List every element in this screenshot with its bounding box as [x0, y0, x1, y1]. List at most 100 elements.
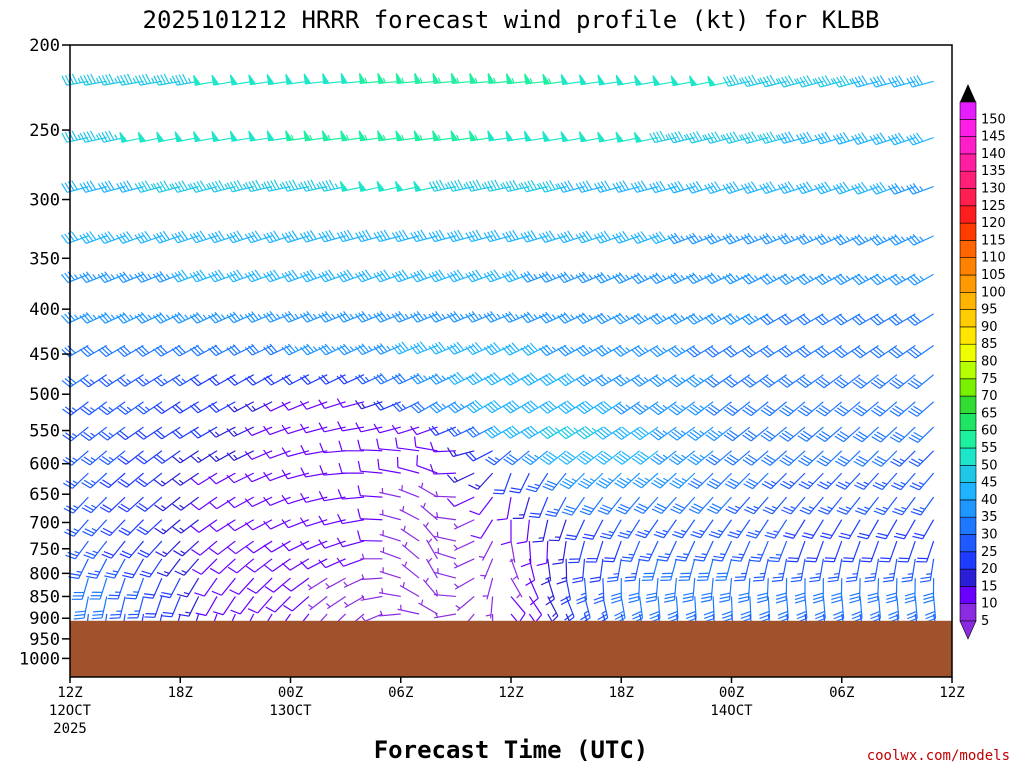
wind-barb [379, 530, 401, 542]
colorbar-tick-label: 75 [981, 372, 998, 387]
wind-barb [281, 401, 310, 411]
wind-barb [434, 568, 457, 579]
wind-barb [558, 450, 585, 465]
wind-barb [299, 400, 328, 410]
wind-barb [190, 450, 218, 463]
wind-barb [152, 312, 181, 324]
wind-barb [79, 312, 108, 324]
wind-barb [668, 450, 696, 466]
wind-barb [432, 72, 456, 84]
wind-barb [478, 540, 494, 561]
wind-barb [869, 234, 898, 246]
wind-barb [851, 234, 879, 246]
wind-barb [833, 374, 861, 389]
wind-barb [564, 519, 586, 541]
wind-barb [852, 426, 879, 443]
wind-barb [470, 519, 494, 539]
x-tick-label: 12Z [57, 685, 82, 701]
wind-barb [722, 131, 751, 144]
wind-barb [667, 272, 696, 285]
wind-barb [759, 313, 787, 326]
x-tick-year: 2025 [53, 721, 87, 737]
wind-barb [682, 578, 696, 603]
wind-barb [373, 229, 401, 243]
wind-barb [594, 374, 622, 387]
wind-barb [300, 179, 328, 192]
wind-barb [171, 426, 199, 439]
wind-barb [244, 343, 273, 356]
wind-barb [708, 519, 732, 539]
wind-barb [593, 312, 622, 325]
wind-barb [612, 426, 640, 440]
wind-barb [779, 401, 806, 417]
wind-barb [771, 558, 788, 582]
wind-barb [778, 344, 806, 358]
wind-barb [797, 426, 824, 442]
colorbar-tick-label: 100 [981, 285, 1006, 300]
wind-barb [226, 496, 255, 509]
wind-barb [281, 447, 310, 458]
wind-barb [116, 271, 144, 284]
wind-barb [707, 496, 732, 515]
wind-barb [667, 374, 696, 388]
wind-barb [777, 181, 806, 194]
wind-barb [579, 496, 604, 516]
wind-barb [611, 578, 622, 604]
wind-barb [453, 540, 475, 551]
wind-barb [68, 558, 89, 580]
wind-barb [153, 426, 181, 440]
wind-barb [742, 450, 769, 466]
wind-barb [812, 578, 824, 604]
wind-barb [557, 230, 585, 244]
colorbar-segment [959, 309, 977, 328]
wind-barb [428, 401, 457, 414]
colorbar-segment [959, 430, 977, 449]
wind-barb [154, 496, 181, 512]
wind-barb [263, 540, 291, 553]
wind-barb [502, 179, 530, 193]
wind-barb [281, 179, 309, 192]
wind-barb [319, 465, 346, 476]
wind-barb [397, 604, 420, 615]
wind-barb [796, 374, 824, 389]
wind-barb [704, 131, 732, 144]
wind-barb [832, 75, 861, 88]
wind-barb [875, 519, 898, 540]
wind-barb [833, 345, 861, 359]
wind-barb [743, 472, 769, 490]
wind-barb [870, 345, 898, 359]
wind-barb [116, 344, 144, 358]
wind-barb [71, 577, 89, 600]
wind-barb [299, 269, 328, 283]
wind-barb [575, 230, 604, 244]
wind-barb [153, 73, 181, 86]
colorbar-top-arrow [960, 84, 976, 102]
colorbar-segment [959, 257, 977, 276]
wind-barb [705, 426, 732, 442]
wind-barb [851, 345, 879, 359]
wind-barb [775, 578, 788, 604]
wind-barb [434, 531, 457, 542]
wind-barb [161, 596, 181, 618]
wind-barb [171, 401, 199, 414]
wind-barb [725, 496, 751, 515]
wind-barb [685, 272, 714, 285]
wind-barb [354, 269, 383, 283]
wind-barb [410, 372, 438, 385]
wind-barb [318, 343, 346, 356]
wind-barb [99, 450, 126, 466]
wind-barb [263, 471, 291, 482]
wind-barb [630, 344, 659, 358]
wind-barb [378, 610, 401, 617]
wind-barb [208, 496, 236, 510]
wind-barb [561, 496, 585, 516]
wind-barb [357, 485, 383, 498]
wind-barb [189, 344, 218, 357]
wind-barb [575, 344, 604, 357]
wind-barb [80, 401, 108, 416]
wind-barb [649, 272, 677, 285]
wind-barb [191, 540, 218, 556]
wind-barb [860, 540, 880, 563]
wind-barb [189, 312, 218, 324]
